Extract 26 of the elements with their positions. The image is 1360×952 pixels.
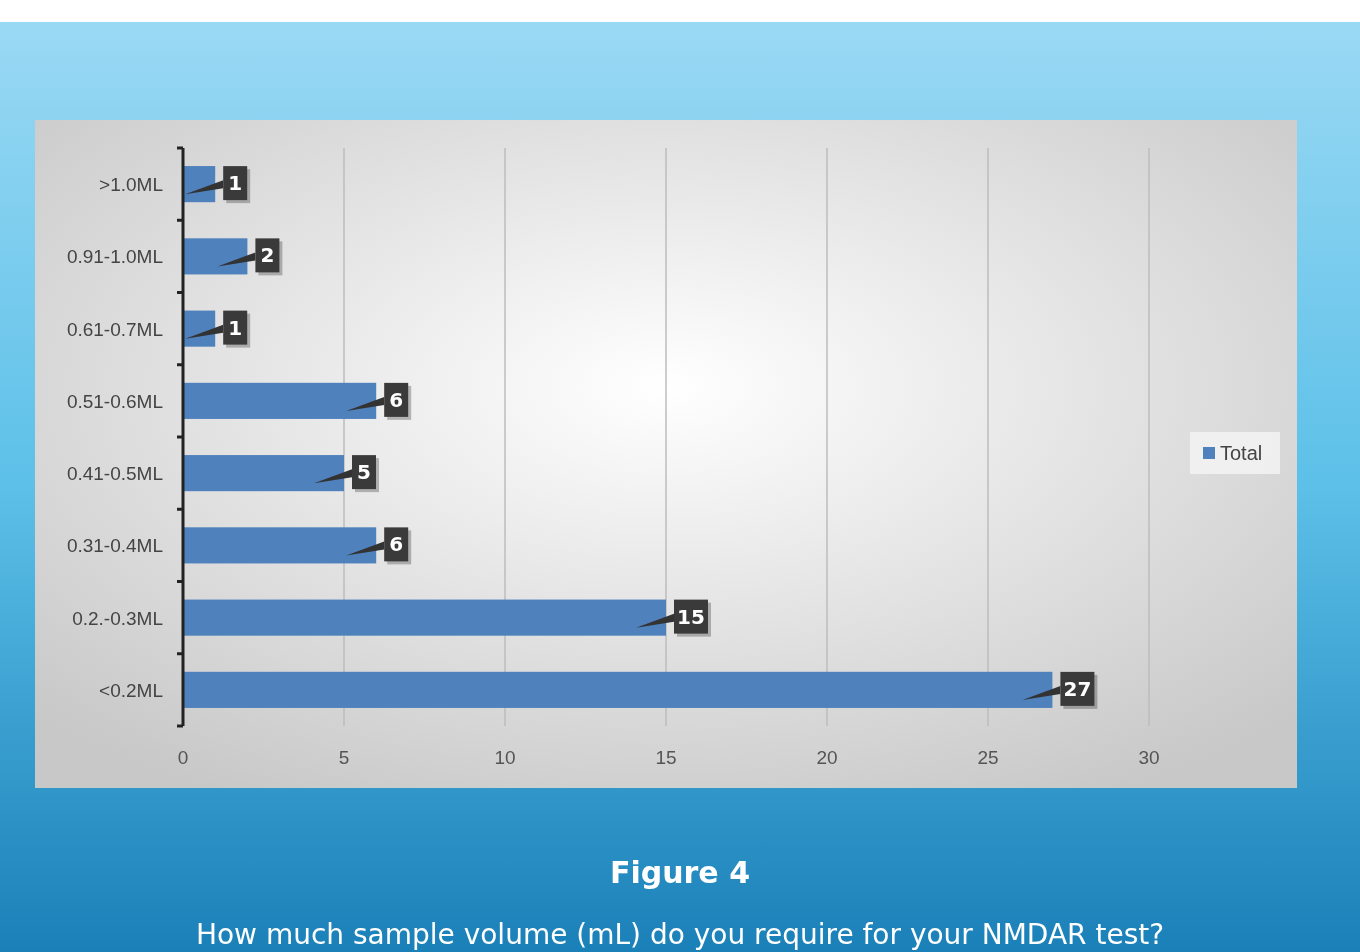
y-tick-label: 0.2.-0.3ML (72, 607, 163, 629)
y-tick-label: 0.61-0.7ML (66, 318, 163, 340)
data-label: 15 (677, 604, 705, 629)
y-tick-label: 0.51-0.6ML (66, 390, 163, 412)
y-tick-label: 0.91-1.0ML (66, 246, 163, 268)
text: Figure 4 (609, 855, 751, 890)
x-tick-label: 5 (338, 747, 350, 768)
data-label: 5 (357, 460, 371, 485)
data-label: 27 (1063, 676, 1092, 701)
y-tick-label: 0.31-0.4ML (66, 535, 163, 557)
y-tick-label: >1.0ML (99, 174, 163, 196)
x-tick-label: 20 (816, 747, 838, 768)
x-tick-label: 30 (1138, 747, 1160, 768)
data-label: 1 (228, 315, 243, 340)
legend-label: Total (1220, 442, 1263, 464)
data-label: 6 (389, 387, 404, 412)
x-tick-label: 0 (177, 747, 189, 768)
data-label: 2 (260, 243, 275, 268)
data-label: 6 (389, 532, 404, 557)
y-tick-label: <0.2ML (99, 679, 163, 701)
data-label: 1 (228, 171, 243, 196)
y-tick-label: 0.41-0.5ML (66, 463, 163, 485)
x-tick-label: 15 (655, 747, 677, 768)
x-tick-label: 25 (977, 747, 999, 768)
x-tick-label: 10 (494, 747, 516, 768)
text: How much sample volume (mL) do you require for your NMDAR test? (195, 918, 1165, 951)
